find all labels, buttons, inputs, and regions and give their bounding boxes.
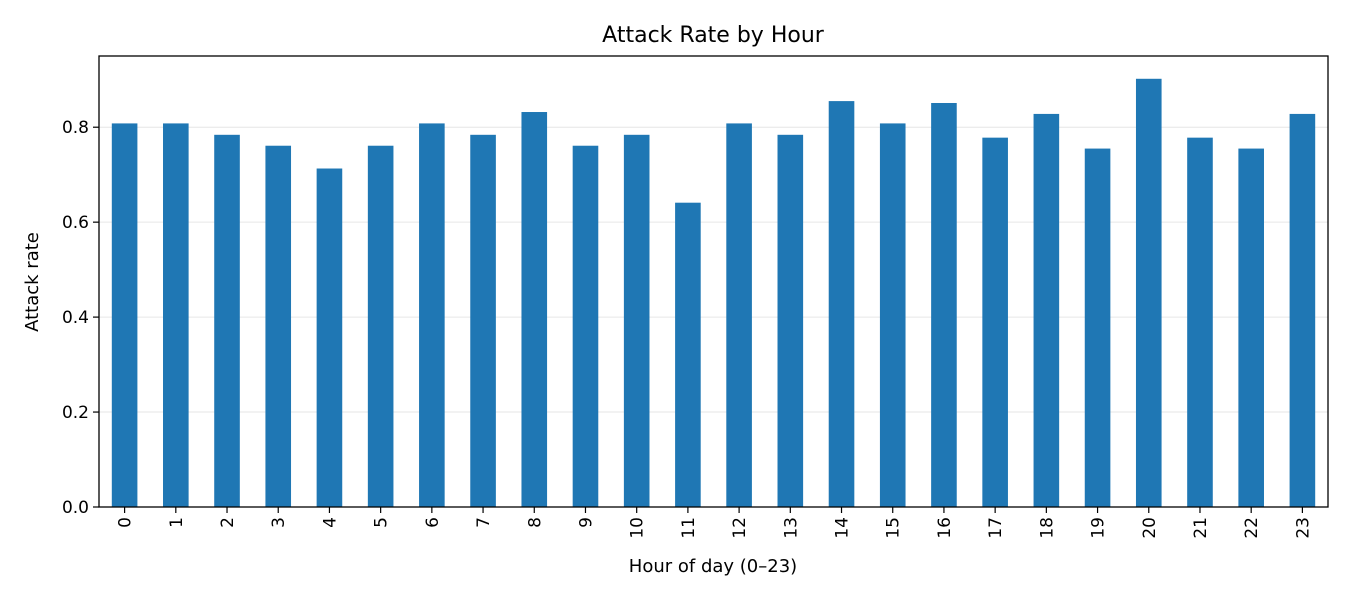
bar-hour-8 bbox=[521, 112, 548, 507]
bar-hour-2 bbox=[214, 134, 240, 507]
x-tick-label: 14 bbox=[833, 517, 853, 539]
bar-hour-4 bbox=[316, 168, 343, 507]
x-tick-label: 13 bbox=[781, 517, 801, 539]
bar-hour-5 bbox=[367, 145, 394, 507]
bar-hour-12 bbox=[726, 123, 752, 507]
x-tick-label: 4 bbox=[320, 517, 340, 528]
bar-hour-21 bbox=[1187, 137, 1213, 508]
x-tick-label: 22 bbox=[1242, 517, 1262, 539]
y-tick-label: 0.0 bbox=[62, 498, 89, 518]
x-tick-label: 20 bbox=[1140, 517, 1160, 539]
bar-hour-15 bbox=[879, 123, 906, 507]
x-tick-label: 9 bbox=[576, 517, 596, 528]
bar-hour-10 bbox=[623, 134, 650, 507]
x-tick-label: 19 bbox=[1089, 517, 1109, 539]
bar-hour-16 bbox=[931, 102, 957, 507]
x-tick-label: 1 bbox=[167, 517, 187, 528]
x-tick-label: 15 bbox=[884, 517, 904, 539]
bar-hour-6 bbox=[419, 123, 445, 507]
x-tick-label: 8 bbox=[525, 517, 545, 528]
grid-lines bbox=[99, 126, 1328, 413]
bars bbox=[111, 78, 1316, 508]
x-tick-label: 3 bbox=[269, 517, 289, 528]
x-tick-label: 21 bbox=[1191, 517, 1211, 539]
bar-hour-14 bbox=[828, 101, 855, 507]
y-tick-label: 0.8 bbox=[62, 118, 89, 138]
bar-hour-11 bbox=[675, 202, 701, 508]
x-axis: 0 1 2 3 4 5 6 7 8 9 10 11 12 13 14 15 16 17 18 19 20 21 22 23 bbox=[116, 507, 1313, 539]
bar-hour-22 bbox=[1238, 148, 1264, 508]
y-axis-label: Attack rate bbox=[22, 232, 43, 332]
y-tick-label: 0.4 bbox=[62, 308, 89, 328]
x-tick-label: 0 bbox=[116, 517, 136, 528]
plot-frame bbox=[98, 55, 1329, 508]
bar-hour-18 bbox=[1033, 113, 1060, 507]
x-axis-label: Hour of day (0–23) bbox=[629, 556, 797, 577]
y-tick-label: 0.2 bbox=[62, 403, 89, 423]
bar-hour-19 bbox=[1084, 148, 1111, 508]
x-tick-label: 10 bbox=[628, 517, 648, 539]
bar-hour-20 bbox=[1135, 78, 1162, 508]
x-tick-label: 18 bbox=[1037, 517, 1057, 539]
bar-hour-1 bbox=[163, 123, 189, 507]
bar-hour-23 bbox=[1289, 113, 1316, 507]
x-tick-label: 7 bbox=[474, 517, 494, 528]
x-tick-label: 6 bbox=[423, 517, 443, 528]
x-tick-label: 11 bbox=[679, 517, 699, 539]
chart-title: Attack Rate by Hour bbox=[602, 23, 825, 48]
bar-hour-17 bbox=[982, 137, 1008, 508]
x-tick-label: 2 bbox=[218, 517, 238, 528]
bar-hour-3 bbox=[265, 145, 292, 507]
bar-hour-7 bbox=[470, 134, 496, 507]
bar-hour-13 bbox=[777, 134, 804, 507]
x-tick-label: 5 bbox=[372, 517, 392, 528]
x-tick-label: 23 bbox=[1293, 517, 1313, 539]
x-tick-label: 12 bbox=[730, 517, 750, 539]
bar-hour-0 bbox=[111, 123, 138, 507]
y-axis: 0.0 0.2 0.4 0.6 0.8 bbox=[62, 118, 99, 518]
x-tick-label: 17 bbox=[986, 517, 1006, 539]
x-tick-label: 16 bbox=[935, 517, 955, 539]
y-tick-label: 0.6 bbox=[62, 213, 89, 233]
bar-hour-9 bbox=[572, 145, 599, 507]
